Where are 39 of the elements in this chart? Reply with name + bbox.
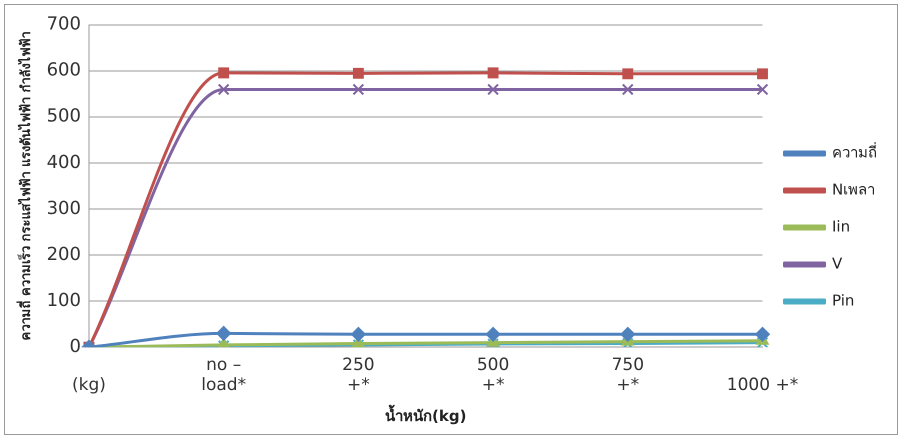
x-tick-label: 750 +*	[612, 354, 644, 396]
legend-label: Pin	[832, 291, 854, 310]
y-tick-label: 700	[46, 14, 81, 35]
point	[486, 326, 501, 342]
point	[757, 68, 768, 80]
point	[218, 83, 230, 96]
y-tick-label: 500	[46, 106, 81, 127]
point	[352, 68, 364, 79]
x-tick-label: (kg)	[72, 375, 106, 396]
y-tick-label: 100	[46, 290, 81, 311]
point	[350, 326, 366, 342]
y-tick-label: 400	[46, 152, 81, 173]
point	[487, 338, 500, 348]
point	[620, 326, 636, 342]
legend-label: V	[832, 254, 843, 272]
point	[756, 336, 768, 348]
y-axis-title: ความถี่ ความเร็ว กระแสไฟฟ้า แรงดันไฟฟ้า กำลังไฟฟ้า	[16, 32, 34, 341]
x-tick-label: 500 +*	[476, 354, 510, 396]
point	[216, 326, 232, 341]
x-tick-label: 1000 +*	[726, 375, 798, 396]
point	[487, 83, 500, 96]
y-tick-label: 600	[46, 60, 81, 81]
point	[622, 338, 634, 348]
point	[622, 68, 634, 80]
point	[622, 83, 634, 96]
legend-label: Iin	[832, 217, 850, 236]
y-tick-label: 200	[46, 244, 81, 265]
y-tick-label: 0	[70, 336, 81, 357]
point	[756, 83, 768, 96]
legend-label: ความถี่	[832, 141, 877, 162]
point	[218, 67, 230, 78]
x-tick-label: no – load*	[201, 354, 246, 396]
point	[755, 326, 770, 342]
x-axis-title: น้ำหนัก(kg)	[385, 404, 466, 425]
point	[488, 67, 499, 78]
legend-label: Nเพลา	[832, 180, 876, 198]
point	[352, 83, 364, 96]
x-tick-label: 250 +*	[342, 354, 375, 396]
y-tick-label: 300	[46, 198, 81, 219]
